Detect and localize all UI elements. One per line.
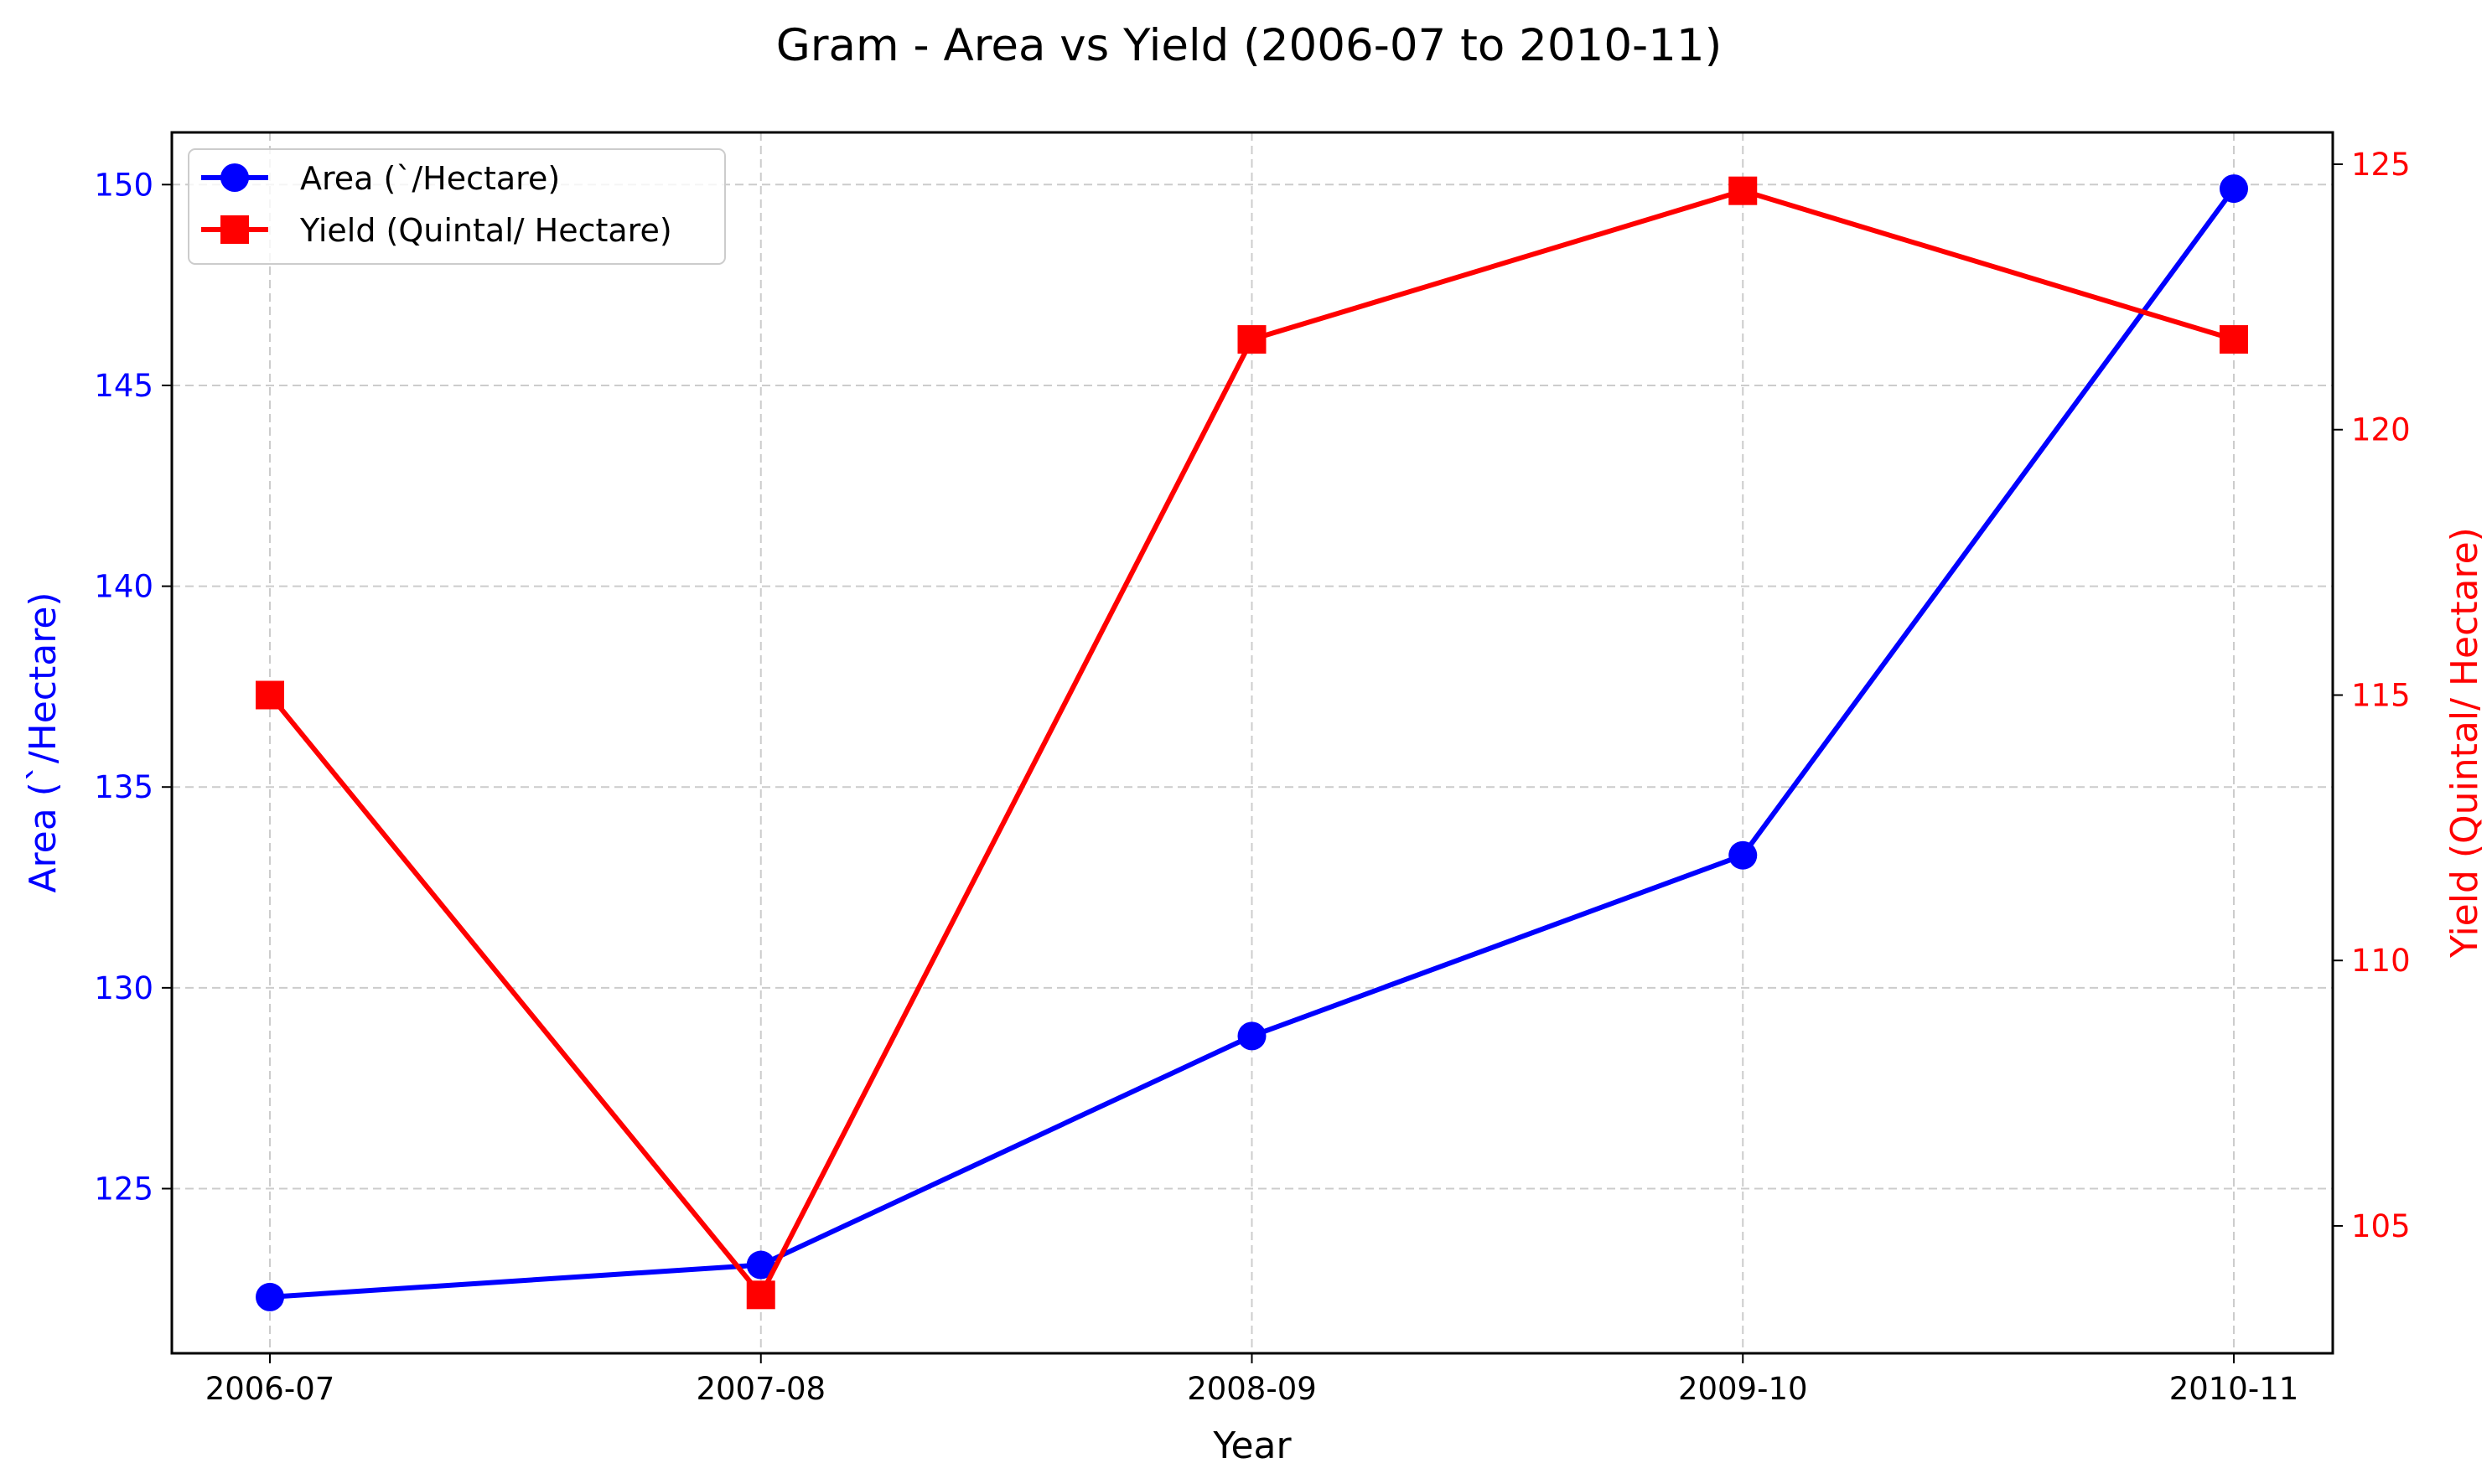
y-right-tick-label: 110 xyxy=(2351,943,2411,979)
data-point-area xyxy=(2220,174,2248,204)
y-left-tick-label: 125 xyxy=(94,1171,153,1207)
data-point-yield xyxy=(1237,325,1267,354)
legend-marker-area xyxy=(220,163,249,192)
y-left-tick-label: 135 xyxy=(94,769,153,805)
x-tick-label: 2006-07 xyxy=(205,1371,335,1407)
series-lines xyxy=(256,174,2248,1311)
x-tick-label: 2007-08 xyxy=(696,1371,826,1407)
x-tick-label: 2008-09 xyxy=(1187,1371,1317,1407)
y-left-tick-label: 140 xyxy=(94,569,153,605)
legend: Area (`/Hectare) Yield (Quintal/ Hectare… xyxy=(188,148,726,265)
data-point-yield xyxy=(746,1280,775,1310)
y-right-tick-label: 125 xyxy=(2351,147,2411,183)
y-right-tick-label: 115 xyxy=(2351,677,2411,713)
y-right-axis-label: Yield (Quintal/ Hectare) xyxy=(2443,527,2486,959)
y-right-axis: 105 110 115 120 125 xyxy=(2333,147,2411,1244)
legend-marker-yield xyxy=(220,215,249,244)
data-point-yield xyxy=(2220,325,2248,354)
grid xyxy=(172,132,2333,1353)
legend-box xyxy=(188,148,726,265)
data-point-area xyxy=(1728,840,1758,870)
data-point-yield xyxy=(1728,176,1758,205)
y-right-tick-label: 120 xyxy=(2351,412,2411,448)
x-axis-label: Year xyxy=(1212,1425,1292,1467)
chart-title: Gram - Area vs Yield (2006-07 to 2010-11… xyxy=(776,20,1723,71)
data-point-area xyxy=(256,1282,284,1311)
legend-label-yield: Yield (Quintal/ Hectare) xyxy=(299,212,672,249)
data-point-area xyxy=(746,1250,775,1280)
y-left-tick-label: 150 xyxy=(94,167,153,203)
x-tick-label: 2010-11 xyxy=(2169,1371,2299,1407)
legend-label-area: Area (`/Hectare) xyxy=(300,160,560,197)
x-axis: 2006-07 2007-08 2008-09 2009-10 2010-11 xyxy=(205,1353,2299,1407)
data-point-area xyxy=(1237,1021,1267,1051)
y-left-axis-label: Area (`/Hectare) xyxy=(22,592,65,892)
y-left-axis: 125 130 135 140 145 150 xyxy=(94,167,172,1207)
y-left-tick-label: 130 xyxy=(94,970,153,1006)
x-tick-label: 2009-10 xyxy=(1678,1371,1808,1407)
data-point-yield xyxy=(256,680,284,710)
y-left-tick-label: 145 xyxy=(94,368,153,404)
y-right-tick-label: 105 xyxy=(2351,1208,2411,1244)
